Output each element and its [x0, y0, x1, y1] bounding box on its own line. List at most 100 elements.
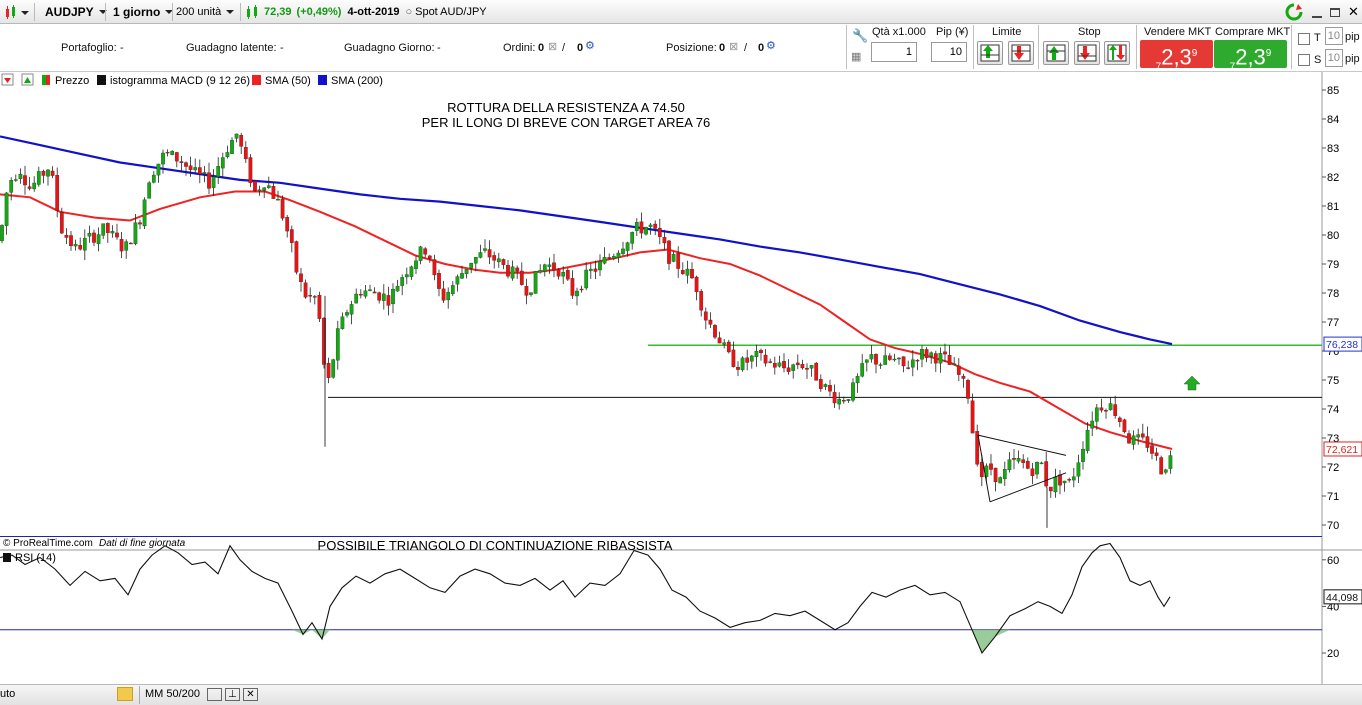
pip-input[interactable]: 10	[931, 42, 967, 62]
take-profit-checkbox[interactable]	[1298, 33, 1310, 45]
orders-settings-icon[interactable]: ⚙	[585, 40, 595, 52]
scroll-left-text: uto	[0, 688, 16, 700]
legend-sma50[interactable]: SMA (50)	[265, 75, 311, 87]
legend-price[interactable]: Prezzo	[55, 75, 89, 87]
candle-up	[276, 199, 280, 201]
candle-up	[340, 316, 345, 329]
units-dropdown[interactable]: 200 unità	[176, 3, 235, 21]
close-icon[interactable]: ✕	[1348, 4, 1359, 19]
legend-rsi[interactable]: RSI (14)	[15, 552, 56, 564]
candle-up	[202, 172, 207, 174]
annotation-top-2[interactable]: PER IL LONG DI BREVE CON TARGET AREA 76	[422, 115, 711, 130]
candle-down	[441, 288, 446, 301]
annotation-top-1[interactable]: ROTTURA DELLA RESISTENZA A 74.50	[447, 100, 685, 115]
price-tick-label: 75	[1327, 375, 1339, 387]
candle-down	[280, 198, 285, 219]
candle-up	[469, 262, 474, 269]
position-settings-icon[interactable]: ⚙	[766, 40, 776, 52]
candle-up	[464, 269, 469, 275]
pin-icon[interactable]: ⊥	[225, 688, 240, 701]
candle-up	[446, 291, 451, 301]
chart-type-icon[interactable]	[4, 3, 30, 21]
chevron-down-icon	[98, 10, 107, 14]
stop-loss-checkbox[interactable]	[1298, 54, 1310, 66]
candle-down	[128, 242, 133, 245]
annotation-bottom[interactable]: POSSIBILE TRIANGOLO DI CONTINUAZIONE RIB…	[318, 538, 673, 553]
wrench-icon[interactable]: 🔧	[852, 28, 869, 43]
chevron-down-icon	[4, 78, 11, 83]
candle-down	[979, 462, 984, 478]
price-change: (+0,49%)	[296, 6, 342, 18]
candle-up	[809, 365, 814, 369]
position-cancel-icon[interactable]: ⊠	[729, 41, 739, 53]
candle-down	[552, 262, 556, 271]
sell-market-button[interactable]: 72,39	[1140, 40, 1213, 73]
candle-down	[437, 273, 441, 289]
candle-up	[1071, 476, 1076, 481]
minimize-icon[interactable]	[1312, 3, 1322, 21]
timeframe-label: 1 giorno	[113, 5, 161, 19]
candle-down	[690, 269, 694, 279]
candle-down	[961, 375, 966, 379]
candle-down	[326, 362, 331, 378]
rsi-tick-label: 20	[1327, 648, 1339, 660]
limit-buy-button[interactable]	[977, 41, 1003, 65]
candle-up	[13, 179, 18, 181]
candle-up	[266, 185, 271, 188]
candle-down	[713, 325, 717, 338]
long-arrow-icon[interactable]	[1183, 375, 1201, 391]
stop-sell-button[interactable]	[1074, 41, 1100, 65]
candle-up	[400, 277, 405, 286]
candle-down	[1104, 410, 1108, 412]
candle-down	[1044, 461, 1049, 487]
candle-down	[694, 276, 699, 293]
symbol-dropdown[interactable]: AUDJPY	[40, 3, 112, 21]
candle-down	[174, 152, 179, 162]
template-settings-icon[interactable]	[207, 688, 222, 701]
sell-price-big: 2,3	[1161, 44, 1192, 70]
stop-both-button[interactable]	[1104, 41, 1130, 65]
price-tick-label: 80	[1327, 230, 1339, 242]
candle-up	[998, 477, 1003, 484]
maximize-icon[interactable]	[1330, 3, 1340, 21]
candle-down	[197, 167, 202, 175]
candle-up	[1039, 462, 1044, 465]
refresh-icon[interactable]	[1285, 3, 1303, 21]
price-axis[interactable]: 7071727374757677787980818283848576,23872…	[1322, 85, 1362, 532]
candle-up	[1168, 455, 1173, 469]
chart-area[interactable]: 7071727374757677787980818283848576,23872…	[0, 72, 1362, 684]
price-tick-label: 81	[1327, 201, 1339, 213]
candle-down	[653, 223, 658, 229]
quantity-label: Qtà x1.000	[872, 26, 926, 38]
separator	[34, 3, 35, 21]
limit-sell-button[interactable]	[1008, 41, 1034, 65]
quantity-input[interactable]: 1	[871, 42, 917, 62]
keyboard-icon[interactable]: ▦	[851, 51, 862, 63]
mm-template-button[interactable]: MM 50/200	[145, 688, 201, 700]
candle-up	[598, 261, 602, 271]
candle-up	[418, 246, 423, 261]
candle-down	[248, 157, 253, 184]
stop-loss-input[interactable]: 10	[1325, 49, 1343, 67]
timeframe-dropdown[interactable]: 1 giorno	[108, 3, 178, 21]
candle-up	[671, 254, 676, 262]
candle-down	[519, 270, 524, 285]
candle-down	[1021, 459, 1026, 463]
folder-icon[interactable]	[117, 687, 133, 701]
legend-macd[interactable]: istogramma MACD (9 12 26)	[110, 75, 250, 87]
candle-up	[368, 289, 372, 291]
orders-cancel-icon[interactable]: ⊠	[548, 41, 558, 53]
take-profit-input[interactable]: 10	[1325, 27, 1343, 45]
candle-up	[749, 355, 754, 362]
buy-market-button[interactable]: 72,39	[1214, 40, 1287, 73]
units-label: 200 unità	[176, 6, 222, 18]
candle-down	[1117, 417, 1122, 422]
candle-down	[1140, 433, 1145, 438]
legend-sma200[interactable]: SMA (200)	[331, 75, 383, 87]
remove-template-icon[interactable]: ✕	[243, 688, 258, 701]
candle-down	[887, 355, 892, 360]
candle-up	[225, 152, 230, 157]
sell-price-sup: 9	[1191, 48, 1198, 59]
stop-sell-icon	[1077, 44, 1097, 62]
stop-buy-button[interactable]	[1043, 41, 1069, 65]
